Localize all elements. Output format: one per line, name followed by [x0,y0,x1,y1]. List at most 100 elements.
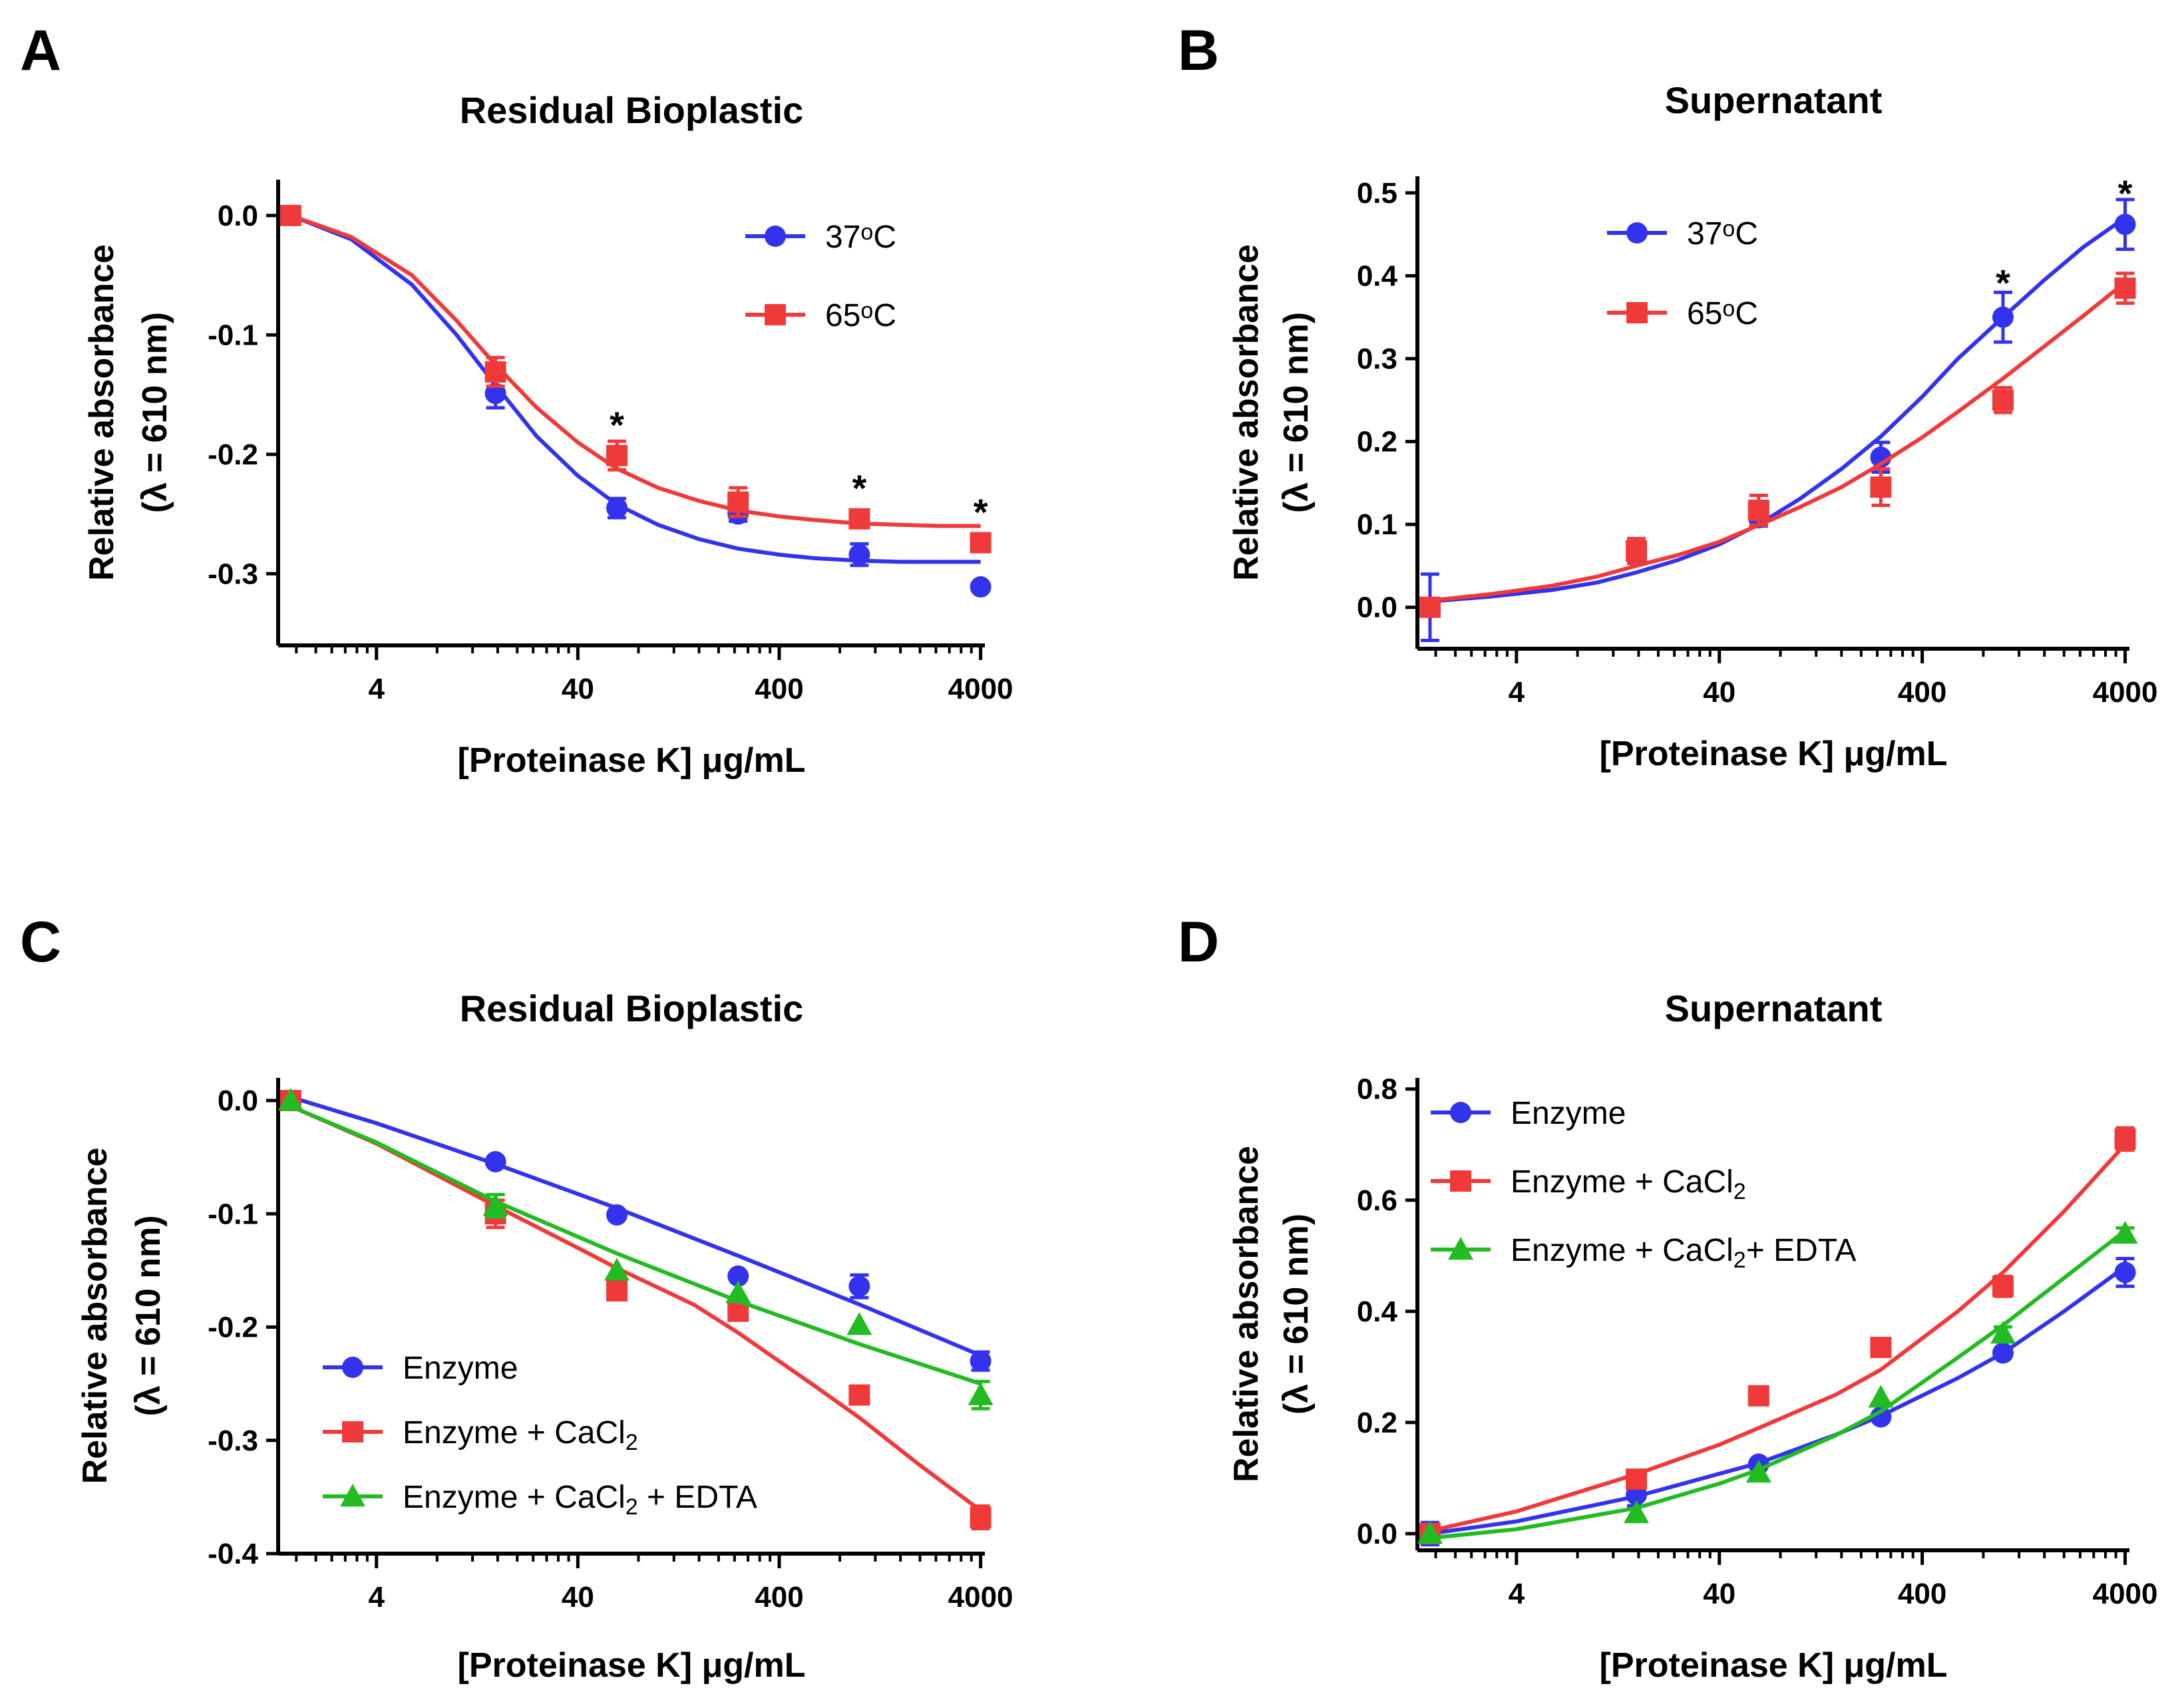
legend-marker [340,1484,365,1507]
data-point [606,1204,628,1226]
legend-label-sub: 2 [1733,1248,1746,1273]
legend-label-sup: o [860,220,873,245]
x-tick-label: 40 [562,673,594,705]
legend-entry: Enzyme + CaCl2+ EDTA [1431,1233,1857,1273]
legend-entry: Enzyme [323,1351,518,1386]
y-axis-label: Relative absorbance [1227,244,1266,581]
legend-label-sup: o [1722,296,1735,321]
panel-A: A Residual Bioplastic 0.0 -0.1 -0.2 -0.3 4 40 40… [20,19,1013,780]
y-axis-label: (λ = 610 nm) [1277,312,1316,513]
data-point [970,1350,992,1372]
x-axis-label: [Proteinase K] μg/mL [458,741,806,780]
data-point [2112,1220,2138,1244]
series-1 [1419,1126,2136,1544]
legend-label: Enzyme + CaCl2 + EDTA [403,1480,757,1520]
legend-marker [765,226,786,247]
data-point [1992,1276,2014,1297]
legend-label: Enzyme + CaCl2 [1511,1164,1746,1204]
data-point [848,1276,870,1297]
legend-label-main: Enzyme + CaCl [403,1480,626,1515]
chart-title: Supernatant [1665,987,1883,1029]
data-point [846,1312,872,1335]
legend-label-sup: o [1722,216,1735,242]
x-tick-label: 400 [755,1581,803,1614]
legend-label-main: Enzyme + CaCl [1511,1233,1733,1268]
y-tick-label: 0.0 [1357,1518,1397,1550]
legend-label: 37oC [1687,216,1758,252]
data-point [1868,1385,1894,1408]
data-point [970,576,992,598]
data-point [970,532,992,554]
panel-label: C [20,910,61,974]
data-point [2114,214,2136,236]
y-axis-label: Relative absorbance [1227,1146,1266,1482]
legend-label: Enzyme + CaCl2 [403,1415,638,1455]
data-point [848,544,870,566]
legend-label-tail: C [873,298,896,333]
x-axis-label: [Proteinase K] μg/mL [1600,1646,1948,1685]
data-point [279,204,301,226]
fit-curve [1429,1143,2127,1533]
significance-star: * [1996,261,2010,303]
data-point [1992,389,2014,411]
legend-marker [342,1357,363,1378]
y-tick-label: -0.4 [208,1538,258,1570]
legend-label-sub: 2 [626,1430,638,1455]
legend-label-main: 37 [825,220,860,255]
panel-label: D [1178,910,1219,974]
fit-curve [289,1104,982,1386]
chart-title: Residual Bioplastic [460,89,804,131]
legend-marker [1450,1102,1471,1123]
data-point [277,1088,303,1111]
legend-entry: 37oC [1607,216,1758,252]
legend-label-main: Enzyme + CaCl [1511,1164,1733,1200]
legend-label-tail: + EDTA [638,1480,757,1515]
data-point [1626,540,1648,562]
series-2 [277,1088,994,1411]
panel-label: A [20,19,61,83]
x-tick-label: 4 [1509,1578,1525,1610]
data-point [1870,476,1892,498]
x-tick-label: 400 [755,673,803,705]
x-tick-label: 40 [1703,676,1735,709]
legend-entry: Enzyme + CaCl2 + EDTA [323,1480,757,1520]
data-point [2114,277,2136,299]
data-point [1626,1468,1648,1490]
legend-label-main: Enzyme + CaCl [403,1415,626,1450]
legend-label-main: 65 [825,298,860,333]
data-point [604,1258,630,1281]
series-0 [279,204,992,598]
y-tick-label: -0.1 [208,1198,258,1230]
x-tick-label: 4 [368,673,385,705]
legend-marker [342,1421,363,1443]
panel-B: B Supernatant 0.0 0.1 0.2 0.3 0.4 0.5 4 40 400 4000… [1178,19,2157,773]
legend-label-sub: 2 [1733,1179,1746,1204]
y-tick-label: -0.2 [208,1311,258,1344]
data-point [484,1150,506,1172]
data-point [484,383,506,405]
y-tick-label: -0.1 [208,319,258,351]
legend-label: 65oC [1687,296,1758,331]
data-point [482,1193,508,1216]
legend-label: 65oC [825,298,896,333]
data-point [1992,1342,2014,1364]
y-tick-label: 0.0 [218,1085,258,1117]
x-tick-label: 40 [1703,1578,1735,1610]
fit-curve [1429,1229,2127,1540]
x-tick-label: 400 [1898,1578,1946,1610]
series-0 [1419,1256,2136,1547]
legend-marker [765,304,786,325]
x-tick-label: 400 [1898,676,1946,709]
legend-label-main: 65 [1687,296,1722,331]
legend-marker [1626,302,1648,323]
y-tick-label: 0.5 [1357,177,1397,210]
y-tick-label: 0.4 [1357,1295,1398,1328]
legend-entry: Enzyme [1431,1096,1626,1131]
data-point [1747,499,1769,521]
fit-curve [1429,216,2127,603]
legend-entry: 65oC [745,298,896,333]
data-point [1870,1406,1892,1428]
data-point [968,1382,994,1405]
data-point [727,1265,749,1287]
legend-entry: 37oC [745,220,896,255]
